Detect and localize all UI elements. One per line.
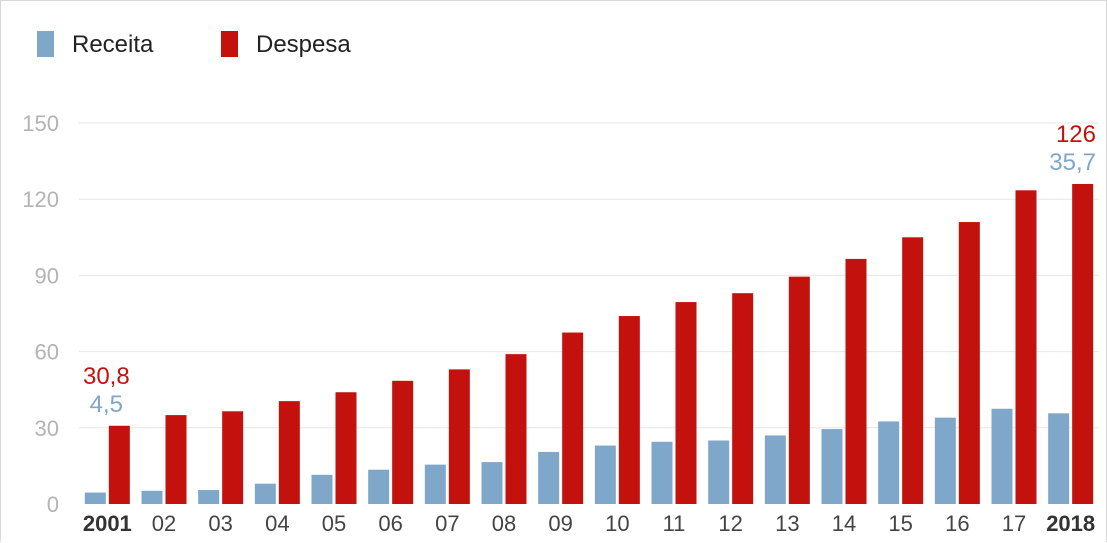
bar-despesa-17	[1015, 190, 1037, 504]
bar-receita-2001	[84, 492, 106, 504]
bar-despesa-15	[902, 237, 924, 505]
x-tick-label: 2018	[1046, 511, 1095, 536]
bar-despesa-04	[278, 401, 300, 504]
legend-swatch-despesa	[221, 31, 238, 57]
bar-despesa-2001	[108, 425, 130, 504]
bar-despesa-06	[392, 380, 414, 504]
x-tick-label: 10	[605, 511, 629, 536]
bar-receita-11	[651, 441, 673, 504]
bar-receita-12	[708, 440, 730, 504]
bar-receita-13	[764, 435, 786, 504]
bar-receita-2018	[1048, 413, 1070, 504]
x-tick-label: 06	[378, 511, 402, 536]
bar-receita-04	[254, 483, 276, 504]
bar-despesa-05	[335, 392, 357, 504]
y-tick-label: 90	[35, 263, 59, 288]
x-tick-label: 04	[265, 511, 289, 536]
y-tick-label: 0	[47, 492, 59, 517]
x-tick-label: 07	[435, 511, 459, 536]
x-tick-label: 13	[775, 511, 799, 536]
x-tick-label: 16	[945, 511, 969, 536]
data-label-receita-2001: 4,5	[90, 391, 123, 418]
bar-receita-15	[878, 421, 900, 504]
y-tick-label: 60	[35, 340, 59, 365]
x-tick-label: 15	[888, 511, 912, 536]
bars-group	[84, 183, 1094, 505]
grid-lines	[79, 122, 1099, 429]
bar-receita-08	[481, 462, 503, 504]
bar-despesa-02	[165, 415, 187, 504]
legend-swatch-receita	[37, 31, 54, 57]
legend-label-despesa: Despesa	[256, 31, 351, 58]
x-tick-label: 03	[208, 511, 232, 536]
y-tick-label: 150	[22, 111, 59, 136]
y-tick-label: 30	[35, 416, 59, 441]
bar-receita-16	[934, 417, 956, 504]
x-tick-label: 17	[1002, 511, 1026, 536]
x-tick-label: 08	[492, 511, 516, 536]
bar-receita-07	[424, 464, 446, 504]
x-tick-label: 12	[718, 511, 742, 536]
data-label-receita-2018: 35,7	[1049, 149, 1096, 176]
bar-receita-06	[368, 469, 390, 504]
x-tick-label: 11	[663, 511, 686, 536]
bar-despesa-2018	[1072, 183, 1094, 504]
y-tick-label: 120	[22, 187, 59, 212]
bar-receita-09	[538, 451, 560, 504]
x-tick-label: 02	[152, 511, 176, 536]
bar-despesa-03	[222, 411, 244, 504]
x-tick-label: 09	[548, 511, 572, 536]
x-axis: 2001 02 03 04 05 06 07 08 09 10 11 12 13 14 15 16 17 2018	[83, 511, 1095, 536]
bar-despesa-16	[958, 222, 980, 504]
legend-label-receita: Receita	[72, 31, 154, 58]
bar-despesa-10	[618, 316, 640, 504]
bar-receita-02	[141, 490, 163, 504]
x-tick-label: 14	[832, 511, 856, 536]
bar-despesa-13	[788, 276, 810, 504]
bar-despesa-14	[845, 258, 867, 504]
chart-legend: Receita Despesa	[37, 31, 351, 58]
bar-receita-17	[991, 408, 1013, 504]
bar-despesa-12	[732, 293, 754, 504]
bar-despesa-11	[675, 302, 697, 504]
bar-receita-14	[821, 429, 843, 504]
bar-despesa-07	[448, 369, 470, 504]
y-axis: 0 30 60 90 120 150	[22, 111, 59, 517]
bar-receita-05	[311, 474, 333, 504]
bar-despesa-09	[562, 332, 584, 504]
x-tick-label: 05	[322, 511, 346, 536]
x-tick-label: 2001	[83, 511, 132, 536]
data-label-despesa-2018: 126	[1056, 121, 1096, 148]
bar-receita-10	[594, 445, 616, 504]
bar-despesa-08	[505, 354, 527, 504]
data-label-despesa-2001: 30,8	[83, 363, 130, 390]
bar-receita-03	[198, 490, 220, 504]
